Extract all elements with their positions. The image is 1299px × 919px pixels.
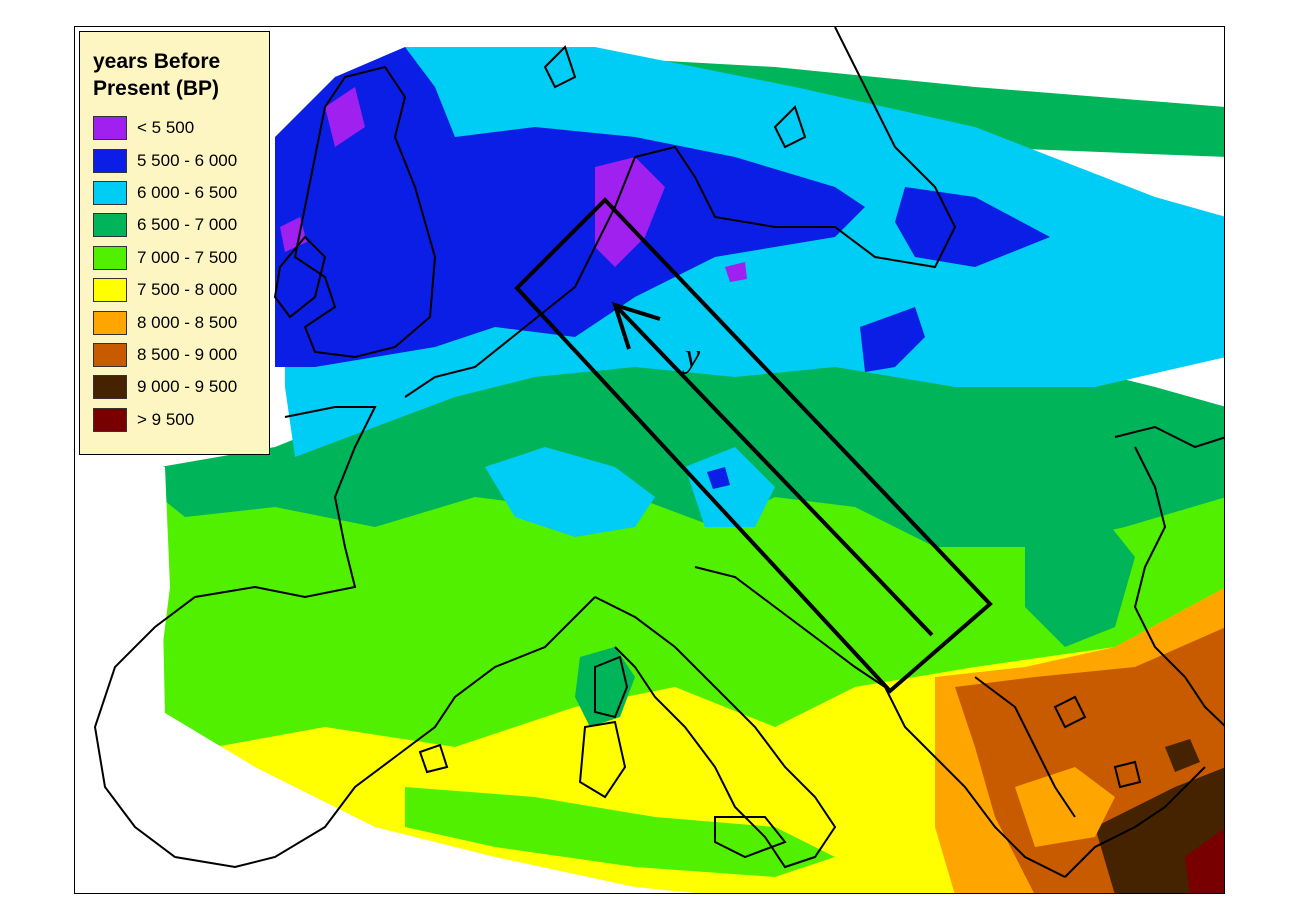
legend-swatch	[93, 213, 127, 238]
legend-item: > 9 500	[93, 404, 259, 436]
zone-5500-6000-baltic	[895, 187, 1050, 267]
zone-lt-5500-scotland	[325, 87, 365, 147]
legend-swatch	[93, 148, 127, 173]
legend-swatch	[93, 407, 127, 432]
legend-label: 8 500 - 9 000	[137, 344, 238, 364]
zone-lt-5500-denmark	[595, 157, 665, 267]
zone-6500-7000-east	[1025, 507, 1135, 647]
zone-5500-6000	[275, 47, 865, 367]
legend-item: 6 000 - 6 500	[93, 177, 259, 209]
zone-gt-9500	[1185, 828, 1224, 893]
legend-item: 9 000 - 9 500	[93, 371, 259, 403]
legend-title: years Before Present (BP)	[93, 48, 259, 102]
zone-lt-5500-netherlands	[725, 262, 747, 282]
zone-9000-9500-aegean	[1165, 739, 1200, 772]
legend-title-line2: Present (BP)	[93, 77, 220, 100]
map-canvas[interactable]: y	[75, 27, 1225, 894]
legend-swatch	[93, 375, 127, 400]
legend-item: 5 500 - 6 000	[93, 144, 259, 176]
legend-label: 5 500 - 6 000	[137, 150, 238, 170]
legend: years Before Present (BP) < 5 500 5 500 -…	[79, 31, 270, 455]
legend-label: > 9 500	[137, 409, 195, 429]
zone-5500-6000-poland	[860, 307, 925, 372]
zone-6000-6500-east	[685, 447, 775, 527]
axis-arrow-head	[611, 301, 661, 350]
legend-item: < 5 500	[93, 112, 259, 144]
legend-label: 8 000 - 8 500	[137, 312, 238, 332]
islands	[418, 45, 1142, 859]
legend-swatch	[93, 245, 127, 270]
no-data-region	[75, 447, 695, 893]
axis-arrow-line	[613, 303, 934, 637]
legend-swatch	[93, 116, 127, 141]
legend-item: 6 500 - 7 000	[93, 209, 259, 241]
map-frame: y	[74, 26, 1225, 894]
legend-swatch	[93, 310, 127, 335]
legend-title-line1: years Before	[93, 50, 221, 73]
zone-5500-6000-alps	[707, 467, 730, 489]
legend-label: < 5 500	[137, 118, 195, 138]
legend-item: 7 000 - 7 500	[93, 242, 259, 274]
axis-label: y	[682, 338, 701, 375]
legend-label: 7 500 - 8 000	[137, 280, 238, 300]
zone-6000-6500-central	[485, 447, 655, 537]
legend-label: 7 000 - 7 500	[137, 247, 238, 267]
legend-label: 9 000 - 9 500	[137, 377, 238, 397]
legend-item: 7 500 - 8 000	[93, 274, 259, 306]
legend-items: < 5 500 5 500 - 6 000 6 000 - 6 500 6 500 -…	[93, 112, 259, 436]
legend-label: 6 000 - 6 500	[137, 182, 238, 202]
legend-swatch	[93, 180, 127, 205]
zone-8000-8500-greece	[1015, 767, 1115, 847]
zone-7000-7500-adriatic	[405, 787, 835, 877]
transect-rectangle	[514, 197, 993, 694]
legend-item: 8 000 - 8 500	[93, 306, 259, 338]
legend-swatch	[93, 278, 127, 303]
legend-label: 6 500 - 7 000	[137, 215, 238, 235]
legend-swatch	[93, 342, 127, 367]
legend-item: 8 500 - 9 000	[93, 339, 259, 371]
